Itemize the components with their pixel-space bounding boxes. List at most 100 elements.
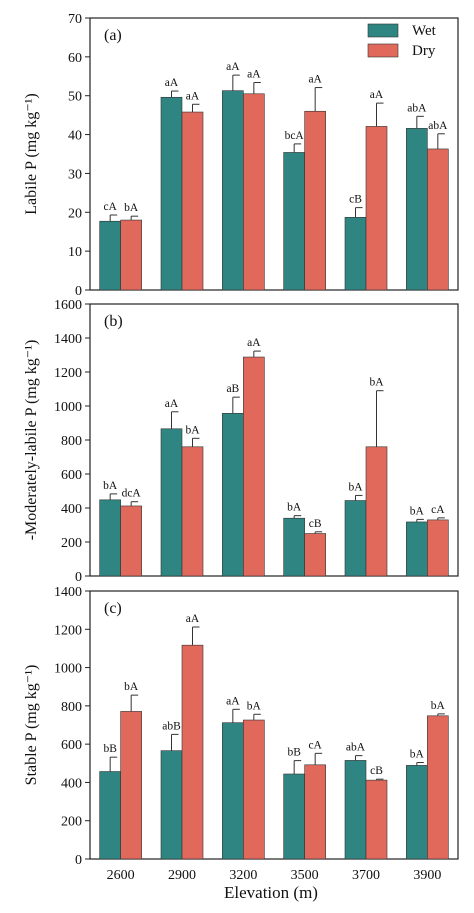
bar-dry — [304, 533, 326, 577]
significance-label: bA — [410, 749, 425, 761]
bar-dry — [304, 764, 326, 860]
x-tick-label: 2900 — [168, 868, 196, 883]
bar-wet — [406, 128, 428, 291]
significance-label: aA — [370, 89, 384, 101]
bar-wet — [283, 517, 305, 577]
significance-label: aA — [165, 77, 179, 89]
bar-wet — [99, 771, 121, 860]
significance-label: bA — [431, 700, 446, 712]
y-tick-label: 400 — [61, 502, 82, 517]
bar-wet — [99, 499, 121, 577]
panel-label: (c) — [104, 600, 122, 617]
significance-label: cB — [349, 194, 362, 206]
y-tick-label: 800 — [61, 700, 82, 715]
bar-wet — [160, 750, 183, 860]
y-tick-label: 1200 — [54, 623, 82, 638]
legend-swatch-dry — [367, 43, 399, 58]
bar-dry — [365, 126, 388, 291]
significance-label: bA — [103, 480, 118, 492]
bar-wet — [344, 760, 367, 860]
y-tick-label: 60 — [68, 51, 82, 66]
significance-label: bcA — [285, 130, 305, 142]
bar-dry — [181, 446, 204, 577]
significance-label: aA — [226, 695, 240, 707]
significance-label: cB — [309, 518, 322, 530]
y-axis-title: Labile P (mg kg⁻¹) — [23, 93, 40, 215]
significance-label: aA — [186, 613, 200, 625]
significance-label: aA — [247, 69, 261, 81]
significance-label: abA — [346, 742, 366, 754]
plot-frame — [89, 590, 459, 860]
significance-label: cB — [370, 765, 383, 777]
y-tick-label: 20 — [68, 206, 82, 221]
bar-dry — [181, 111, 204, 291]
significance-label: aA — [226, 61, 240, 73]
y-tick-label: 800 — [61, 434, 82, 449]
plot-frame — [89, 303, 459, 577]
bar-wet — [222, 90, 244, 291]
panel-label: (a) — [104, 27, 122, 44]
legend-swatch-wet — [367, 23, 399, 38]
y-tick-label: 0 — [75, 284, 82, 299]
y-tick-label: 70 — [68, 12, 82, 27]
bar-dry — [120, 505, 142, 577]
y-tick-label: 200 — [61, 536, 82, 551]
y-tick-label: 1400 — [54, 585, 82, 600]
x-tick-label: 3900 — [413, 868, 441, 883]
bar-dry — [120, 711, 142, 860]
significance-label: bB — [287, 747, 301, 759]
x-tick-label: 3200 — [229, 868, 257, 883]
bar-wet — [99, 220, 121, 291]
bar-dry — [243, 93, 265, 291]
y-tick-label: 600 — [61, 738, 82, 753]
bar-wet — [344, 500, 367, 577]
y-tick-label: 400 — [61, 776, 82, 791]
y-axis-title: Stable P (mg kg⁻¹) — [23, 665, 40, 786]
significance-label: cA — [431, 504, 445, 516]
y-tick-label: 10 — [68, 245, 82, 260]
bar-dry — [243, 719, 265, 860]
significance-label: bA — [247, 700, 262, 712]
significance-label: abA — [407, 102, 427, 114]
significance-label: bA — [287, 502, 302, 514]
significance-label: aA — [308, 74, 322, 86]
bar-wet — [222, 722, 244, 860]
x-tick-label: 2600 — [107, 868, 135, 883]
bar-dry — [365, 446, 388, 577]
significance-label: bA — [185, 424, 200, 436]
significance-label: cA — [103, 201, 117, 213]
significance-label: bA — [124, 202, 139, 214]
bar-wet — [160, 428, 183, 577]
legend-label: Wet — [412, 23, 437, 39]
y-tick-label: 1600 — [54, 298, 82, 313]
significance-label: bA — [410, 505, 425, 517]
bar-wet — [406, 765, 428, 860]
panel-c: 0 200 400 600 800 1000 1200 1400 Stable P (mg kg… — [23, 585, 459, 883]
x-tick-label: 3500 — [291, 868, 319, 883]
bar-dry — [120, 219, 142, 291]
y-tick-label: 50 — [68, 90, 82, 105]
bar-dry — [243, 356, 265, 577]
bar-dry — [365, 779, 388, 860]
significance-label: bB — [103, 743, 117, 755]
significance-label: abA — [428, 120, 448, 132]
bar-dry — [304, 110, 326, 291]
bar-wet — [283, 152, 305, 291]
y-tick-label: 1400 — [54, 332, 82, 347]
significance-label: dcA — [122, 488, 142, 500]
y-tick-label: 0 — [75, 570, 82, 585]
y-tick-label: 30 — [68, 167, 82, 182]
bar-wet — [344, 217, 367, 291]
significance-label: aA — [165, 398, 179, 410]
bar-dry — [181, 644, 204, 860]
bar-wet — [406, 521, 428, 577]
significance-label: bA — [124, 681, 139, 693]
y-tick-label: 0 — [75, 853, 82, 868]
panel-b: 0 200 400 600 800 1000 1200 1400 1600 -Moderately… — [23, 298, 459, 585]
x-axis-title: Elevation (m) — [224, 883, 318, 902]
panel-label: (b) — [104, 313, 123, 330]
plot-frame — [89, 17, 459, 291]
panel-a: 0 10 20 30 40 50 60 70 Labile P (mg kg⁻¹) (a) cA aA… — [23, 12, 459, 299]
legend-label: Dry — [412, 43, 436, 59]
